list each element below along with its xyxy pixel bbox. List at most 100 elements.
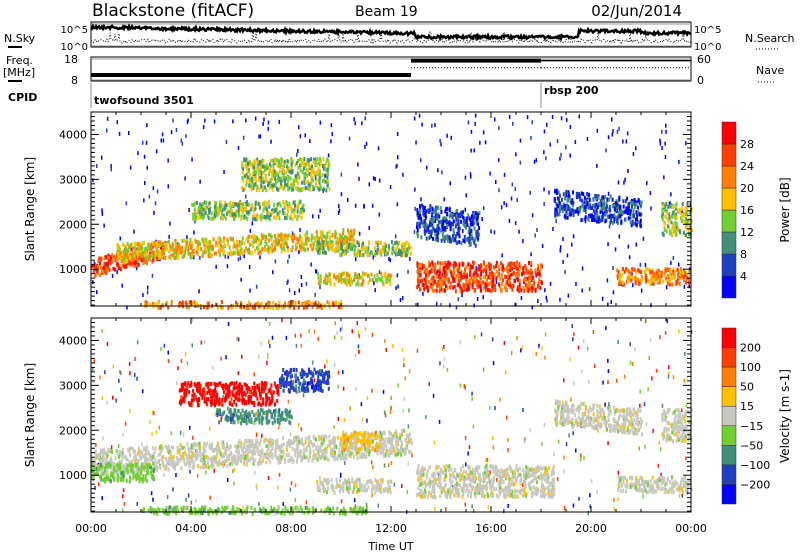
echo-cell [289,213,292,218]
echo-cell [437,230,440,235]
echo-cell [179,457,182,462]
scatter-point [180,138,182,143]
echo-cell [167,448,170,452]
scatter-point [337,210,340,215]
echo-cell [684,206,687,211]
scatter-point [530,135,532,140]
echo-cell [206,241,209,246]
echo-cell [152,302,155,307]
freq-tick-bottom: 8 [71,74,78,87]
echo-cell [151,253,154,258]
echo-cell [431,285,434,290]
echo-cell [195,216,197,221]
echo-cell [565,189,568,194]
echo-cell [131,257,133,262]
echo-cell [286,206,289,210]
echo-cell [433,279,436,284]
scatter-point [650,303,652,308]
scatter-point [474,121,476,126]
scatter-point [443,345,445,349]
echo-cell [471,265,474,270]
scatter-point [340,192,343,197]
echo-cell [463,218,466,223]
echo-cell [217,207,220,212]
scatter-point [492,436,494,440]
scatter-point [647,387,649,392]
echo-cell [337,237,340,242]
echo-cell [633,213,635,218]
scatter-point [403,397,405,401]
echo-cell [263,206,266,211]
echo-cell [214,205,216,209]
echo-cell [218,240,221,245]
echo-cell [208,245,211,250]
scatter-point [591,213,594,218]
echo-cell [281,167,284,172]
echo-cell [685,208,688,213]
scatter-point [282,502,284,507]
echo-cell [357,282,360,287]
echo-cell [209,252,212,257]
echo-cell [326,300,329,304]
echo-cell [665,202,668,207]
echo-cell [683,233,686,238]
scatter-point [443,197,445,202]
echo-cell [619,272,622,277]
echo-cell [459,289,462,294]
echo-cell [626,206,628,211]
scatter-point [628,255,631,260]
echo-cell [460,210,463,215]
echo-cell [560,197,563,202]
scatter-point [440,142,442,147]
scatter-point [364,116,366,121]
echo-cell [253,234,256,239]
echo-cell [199,215,202,220]
echo-cell [359,253,361,258]
scatter-point [154,201,157,206]
echo-cell [537,281,540,286]
echo-cell [150,249,153,254]
echo-cell [165,444,167,449]
scatter-point [520,296,523,300]
echo-cell [423,270,426,275]
echo-cell [624,217,627,222]
echo-cell [326,173,328,178]
echo-cell [219,237,222,242]
scatter-point [191,157,193,162]
echo-cell [300,303,303,308]
echo-cell [461,262,464,267]
scatter-point [618,126,620,131]
echo-cell [482,269,485,274]
scatter-point [382,389,385,394]
echo-cell [245,305,248,310]
echo-cell [338,247,340,252]
scatter-point [481,217,483,221]
scatter-point [106,116,109,121]
scatter-point [596,409,598,414]
echo-cell [606,197,609,202]
scatter-point [254,470,256,475]
echo-cell [260,178,263,183]
echo-cell [326,456,328,461]
echo-cell [299,163,301,168]
echo-cell [306,168,309,172]
echo-cell [637,268,640,273]
scatter-point [583,339,585,344]
echo-cell [282,454,285,458]
echo-cell [325,273,327,278]
echo-cell [314,160,317,165]
echo-cell [150,246,153,251]
echo-cell [394,252,397,257]
echo-cell [465,237,468,242]
scatter-point [315,269,317,274]
echo-cell [439,206,442,211]
scatter-point [471,391,473,396]
echo-cell [279,178,282,183]
echo-cell [199,465,202,470]
echo-cell [93,263,96,268]
echo-cell [150,254,153,258]
echo-cell [134,250,137,255]
echo-cell [678,272,680,277]
scatter-point [439,138,441,143]
echo-cell [276,238,279,243]
